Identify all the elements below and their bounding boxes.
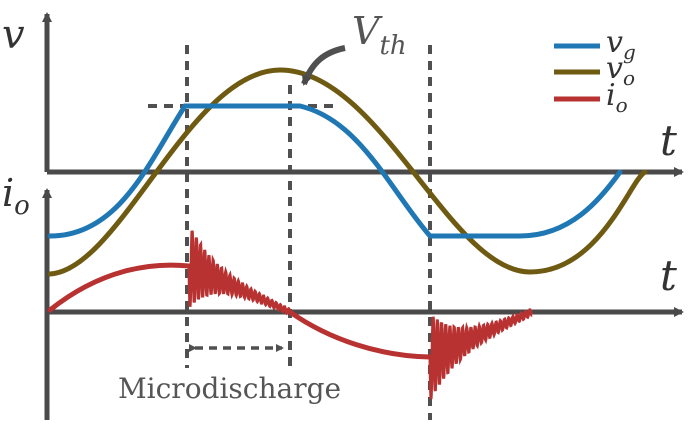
vo-curve <box>47 67 648 277</box>
legend-label-vo: vo <box>606 51 635 90</box>
legend-label-vg: vg <box>606 25 636 64</box>
microdischarge-label: Microdischarge <box>118 372 341 405</box>
io-microdischarge-oscillation-1 <box>187 230 292 316</box>
io-curve <box>47 262 433 360</box>
vth-label: Vth <box>352 9 407 61</box>
time-label-top: t <box>660 116 677 165</box>
v-axis-label: v <box>2 12 25 58</box>
vg-curve <box>47 103 623 239</box>
time-label-bottom: t <box>660 251 677 300</box>
vth-callout-arrow <box>301 45 346 86</box>
legend-label-io: io <box>606 78 628 117</box>
legend: vg vo io <box>554 25 636 117</box>
io-microdischarge-oscillation-2 <box>428 308 533 400</box>
i-axis-label: io <box>2 171 30 221</box>
